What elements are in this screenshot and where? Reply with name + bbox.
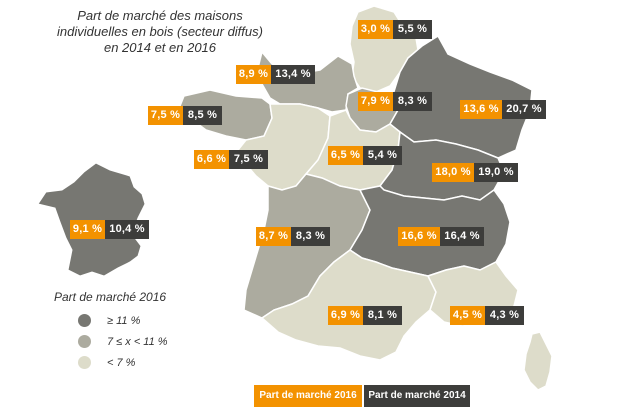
value-2014: 8,3 % bbox=[393, 92, 432, 111]
value-2016: 7,9 % bbox=[358, 92, 393, 111]
legend-item-high: ≥ 11 % bbox=[78, 314, 140, 327]
legend-label: 7 ≤ x < 11 % bbox=[107, 335, 168, 348]
label-bourgogne-franche-comte: 18,0 % 19,0 % bbox=[432, 163, 518, 182]
legend-swatch-mid bbox=[78, 335, 91, 348]
value-2016: 7,5 % bbox=[148, 106, 183, 125]
title-line-2: individuelles en bois (secteur diffus) bbox=[57, 24, 263, 39]
value-2014: 16,4 % bbox=[440, 227, 484, 246]
value-2016: 6,6 % bbox=[194, 150, 229, 169]
legend-label: < 7 % bbox=[107, 356, 136, 369]
value-2016: 4,5 % bbox=[450, 306, 485, 325]
legend-swatch-high bbox=[78, 314, 91, 327]
legend-title: Part de marché 2016 bbox=[54, 290, 167, 304]
label-bretagne: 7,5 % 8,5 % bbox=[148, 106, 222, 125]
key-2016: Part de marché 2016 bbox=[254, 385, 362, 407]
value-2016: 6,9 % bbox=[328, 306, 363, 325]
key-2014: Part de marché 2014 bbox=[364, 385, 470, 407]
value-2014: 8,5 % bbox=[183, 106, 222, 125]
value-2014: 5,4 % bbox=[363, 146, 402, 165]
value-2016: 13,6 % bbox=[460, 100, 502, 119]
legend-label: ≥ 11 % bbox=[107, 314, 141, 327]
value-2014: 7,5 % bbox=[229, 150, 268, 169]
value-2014: 19,0 % bbox=[474, 163, 518, 182]
value-2016: 3,0 % bbox=[358, 20, 393, 39]
region-corse bbox=[523, 331, 553, 391]
value-2014: 8,3 % bbox=[291, 227, 330, 246]
map-title: Part de marché des maisons individuelles… bbox=[40, 8, 280, 56]
legend-swatch-low bbox=[78, 356, 91, 369]
value-2016: 8,7 % bbox=[256, 227, 291, 246]
value-2016: 8,9 % bbox=[236, 65, 271, 84]
title-line-3: en 2014 et en 2016 bbox=[103, 40, 217, 55]
label-occitanie: 6,9 % 8,1 % bbox=[328, 306, 402, 325]
label-ile-de-france: 7,9 % 8,3 % bbox=[358, 92, 432, 111]
label-pays-de-la-loire: 6,6 % 7,5 % bbox=[194, 150, 268, 169]
france-overview-shape bbox=[37, 162, 146, 277]
value-2014: 8,1 % bbox=[363, 306, 402, 325]
value-2016: 6,5 % bbox=[328, 146, 363, 165]
legend-item-mid: 7 ≤ x < 11 % bbox=[78, 335, 168, 348]
label-centre: 6,5 % 5,4 % bbox=[328, 146, 402, 165]
value-2014: 4,3 % bbox=[485, 306, 524, 325]
label-nord: 3,0 % 5,5 % bbox=[358, 20, 432, 39]
label-grand-est: 13,6 % 20,7 % bbox=[460, 100, 546, 119]
value-2016: 16,6 % bbox=[398, 227, 440, 246]
label-normandie: 8,9 % 13,4 % bbox=[236, 65, 315, 84]
value-2014: 13,4 % bbox=[271, 65, 315, 84]
legend-item-low: < 7 % bbox=[78, 356, 135, 369]
label-auvergne-rhone-alpes: 16,6 % 16,4 % bbox=[398, 227, 484, 246]
value-2016: 9,1 % bbox=[70, 220, 105, 239]
value-2016: 18,0 % bbox=[432, 163, 474, 182]
value-2014: 10,4 % bbox=[105, 220, 149, 239]
value-2014: 20,7 % bbox=[502, 100, 546, 119]
label-paca: 4,5 % 4,3 % bbox=[450, 306, 524, 325]
label-nouvelle-aquitaine: 8,7 % 8,3 % bbox=[256, 227, 330, 246]
label-france-total: 9,1 % 10,4 % bbox=[70, 220, 149, 239]
value-2014: 5,5 % bbox=[393, 20, 432, 39]
title-line-1: Part de marché des maisons bbox=[77, 8, 243, 23]
